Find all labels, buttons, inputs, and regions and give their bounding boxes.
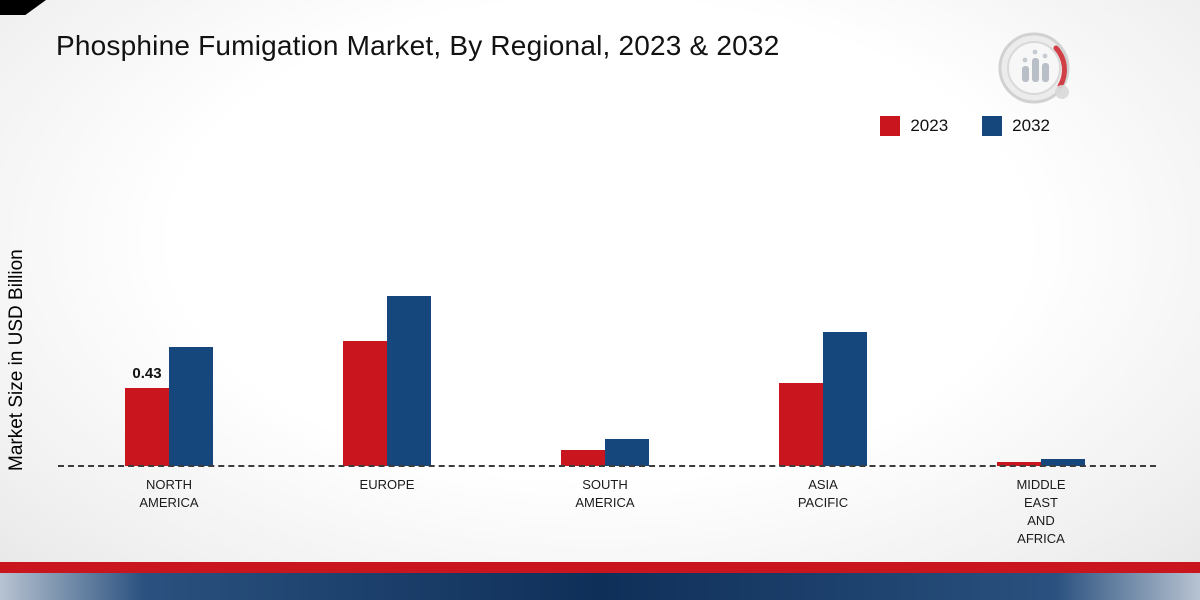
zero-baseline xyxy=(58,465,1156,467)
footer-navy-strip xyxy=(0,573,1200,600)
legend-item-2032[interactable]: 2032 xyxy=(982,116,1050,136)
bar-2023-north-america[interactable] xyxy=(125,388,169,466)
x-label-line: EAST xyxy=(1024,495,1058,510)
x-label-line: ASIA xyxy=(808,477,838,492)
x-label-line: PACIFIC xyxy=(797,495,849,510)
x-label-europe: EUROPE xyxy=(339,476,435,548)
bar-group-south-america xyxy=(561,166,649,466)
legend-swatch-2023 xyxy=(880,116,901,136)
x-label-line: NORTH xyxy=(146,477,192,492)
x-label-line: AMERICA xyxy=(139,495,199,510)
legend-label-2023: 2023 xyxy=(910,116,949,135)
x-label-line: MIDDLE xyxy=(1016,477,1066,492)
bar-2023-europe[interactable] xyxy=(343,341,387,466)
chart-title: Phosphine Fumigation Market, By Regional… xyxy=(56,30,780,61)
bar-group-asia-pacific xyxy=(779,166,867,466)
legend-label-2032: 2032 xyxy=(1012,116,1050,135)
bar-group-north-america: 0.43 xyxy=(125,166,213,466)
plot-area: 0.43 xyxy=(60,166,1150,466)
bar-group-europe xyxy=(343,166,431,466)
x-label-south-america: SOUTH AMERICA xyxy=(557,476,653,548)
bar-2032-asia-pacific[interactable] xyxy=(823,332,867,466)
x-label-asia-pacific: ASIA PACIFIC xyxy=(775,476,871,548)
x-label-line: AND xyxy=(1027,513,1055,528)
bar-2023-south-america[interactable] xyxy=(561,450,605,466)
bar-2032-middle-east-and-africa[interactable] xyxy=(1041,459,1085,466)
bar-2023-middle-east-and-africa[interactable] xyxy=(997,462,1041,466)
legend: 2023 2032 xyxy=(880,116,1050,136)
bar-2032-europe[interactable] xyxy=(387,296,431,466)
data-label: 0.43 xyxy=(132,365,162,383)
corner-mark xyxy=(0,0,46,15)
x-label-line: SOUTH xyxy=(582,477,628,492)
bar-2023-asia-pacific[interactable] xyxy=(779,383,823,466)
brand-logo-icon xyxy=(998,32,1070,104)
bar-group-middle-east-and-africa xyxy=(997,166,1085,466)
x-label-middle-east-and-africa: MIDDLE EAST AND AFRICA xyxy=(993,476,1089,548)
legend-swatch-2032 xyxy=(982,116,1003,136)
y-axis-label: Market Size in USD Billion xyxy=(6,249,27,471)
x-label-line: EUROPE xyxy=(359,477,415,492)
x-label-line: AMERICA xyxy=(575,495,635,510)
x-axis-labels: NORTH AMERICA EUROPE SOUTH AMERICA ASIA PACIFI… xyxy=(60,476,1150,548)
bar-2032-north-america[interactable] xyxy=(169,347,213,466)
brand-logo xyxy=(994,28,1082,112)
footer-red-strip xyxy=(0,562,1200,573)
x-label-line: AFRICA xyxy=(1017,531,1065,546)
bar-2032-south-america[interactable] xyxy=(605,439,649,466)
legend-item-2023[interactable]: 2023 xyxy=(880,116,948,136)
x-label-north-america: NORTH AMERICA xyxy=(121,476,217,548)
